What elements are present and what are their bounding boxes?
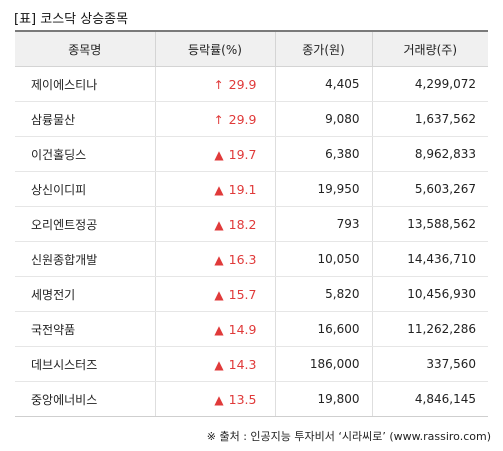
up-triangle-icon: ▲ [214, 217, 224, 232]
volume: 8,962,833 [371, 136, 488, 172]
table-row: 삼륭물산 ↑ 29.9 9,080 1,637,562 [15, 101, 488, 137]
up-triangle-icon: ▲ [214, 252, 224, 267]
table-row: 이건홀딩스 ▲ 19.7 6,380 8,962,833 [15, 136, 488, 172]
stock-table: 종목명 등락률(%) 종가(원) 거래량(주) 제이에스티나 ↑ 29.9 4,4… [15, 32, 488, 416]
change-rate-value: 18.2 [228, 216, 257, 232]
closing-price: 793 [274, 206, 372, 242]
table-row: 제이에스티나 ↑ 29.9 4,405 4,299,072 [15, 66, 488, 102]
header-closing-price: 종가(원) [274, 32, 372, 67]
change-rate: ▲ 18.2 [154, 206, 275, 242]
closing-price: 10,050 [274, 241, 372, 277]
volume: 4,846,145 [371, 381, 488, 416]
change-rate-value: 14.3 [228, 356, 257, 372]
volume: 10,456,930 [371, 276, 488, 312]
change-rate: ▲ 14.9 [154, 311, 275, 347]
stock-name: 중앙에너비스 [31, 392, 98, 407]
volume: 337,560 [371, 346, 488, 382]
stock-name: 국전약품 [15, 311, 155, 347]
change-rate-value: 29.9 [228, 76, 257, 92]
stock-name: 이건홀딩스 [15, 136, 155, 172]
up-triangle-icon: ▲ [214, 392, 224, 407]
stock-name: 상신이디피 [15, 171, 155, 207]
change-rate-value: 13.5 [228, 391, 257, 407]
table-row: 세명전기 ▲ 15.7 5,820 10,456,930 [15, 276, 488, 312]
table-row: 신원종합개발 ▲ 16.3 10,050 14,436,710 [15, 241, 488, 277]
change-rate: ▲ 19.1 [154, 171, 275, 207]
closing-price: 6,380 [274, 136, 372, 172]
up-triangle-icon: ▲ [214, 287, 224, 302]
stock-table-container: 종목명 등락률(%) 종가(원) 거래량(주) 제이에스티나 ↑ 29.9 4,4… [15, 30, 488, 417]
volume: 5,603,267 [371, 171, 488, 207]
table-row: 중앙에너비스 ▲ 13.5 19,800 4,846,145 [15, 381, 488, 416]
up-triangle-icon: ▲ [214, 357, 224, 372]
volume: 13,588,562 [371, 206, 488, 242]
change-rate-value: 19.7 [228, 146, 257, 162]
volume: 14,436,710 [371, 241, 488, 277]
volume: 1,637,562 [371, 101, 488, 137]
up-triangle-icon: ▲ [214, 147, 224, 162]
volume: 4,299,072 [371, 66, 488, 102]
closing-price: 5,820 [274, 276, 372, 312]
table-row: 데브시스터즈 ▲ 14.3 186,000 337,560 [15, 346, 488, 382]
up-triangle-icon: ▲ [214, 322, 224, 337]
table-row: 국전약품 ▲ 14.9 16,600 11,262,286 [15, 311, 488, 347]
change-rate: ↑ 29.9 [154, 101, 275, 137]
up-arrow-icon: ↑ [213, 77, 224, 92]
stock-name: 데브시스터즈 [15, 346, 155, 382]
change-rate: ▲ 13.5 [154, 381, 275, 416]
stock-name: 신원종합개발 [15, 241, 155, 277]
change-rate: ▲ 15.7 [154, 276, 275, 312]
change-rate-value: 19.1 [228, 181, 257, 197]
header-volume: 거래량(주) [371, 32, 488, 67]
change-rate-value: 16.3 [228, 251, 257, 267]
up-arrow-icon: ↑ [213, 112, 224, 127]
header-change-rate: 등락률(%) [154, 32, 275, 67]
change-rate: ▲ 14.3 [154, 346, 275, 382]
stock-name: 세명전기 [15, 276, 155, 312]
table-header-row: 종목명 등락률(%) 종가(원) 거래량(주) [15, 32, 488, 67]
change-rate: ▲ 19.7 [154, 136, 275, 172]
stock-name: 오리엔트정공 [15, 206, 155, 242]
closing-price: 16,600 [274, 311, 372, 347]
change-rate: ↑ 29.9 [154, 66, 275, 102]
closing-price: 19,950 [274, 171, 372, 207]
page-title: [표] 코스닥 상승종목 [14, 12, 129, 27]
closing-price: 9,080 [274, 101, 372, 137]
table-row: 상신이디피 ▲ 19.1 19,950 5,603,267 [15, 171, 488, 207]
stock-name: 삼륭물산 [15, 101, 155, 137]
up-triangle-icon: ▲ [214, 182, 224, 197]
stock-name: 제이에스티나 [15, 66, 155, 102]
closing-price: 4,405 [274, 66, 372, 102]
change-rate-value: 15.7 [228, 286, 257, 302]
change-rate-value: 14.9 [228, 321, 257, 337]
source-footnote: ※ 출처 : 인공지능 투자비서 ‘시라씨로’ (www.rassiro.com… [206, 430, 491, 443]
table-row: 오리엔트정공 ▲ 18.2 793 13,588,562 [15, 206, 488, 242]
header-stock-name: 종목명 [15, 32, 155, 67]
change-rate-value: 29.9 [228, 111, 257, 127]
closing-price: 19,800 [274, 381, 372, 416]
change-rate: ▲ 16.3 [154, 241, 275, 277]
volume: 11,262,286 [371, 311, 488, 347]
closing-price: 186,000 [274, 346, 372, 382]
